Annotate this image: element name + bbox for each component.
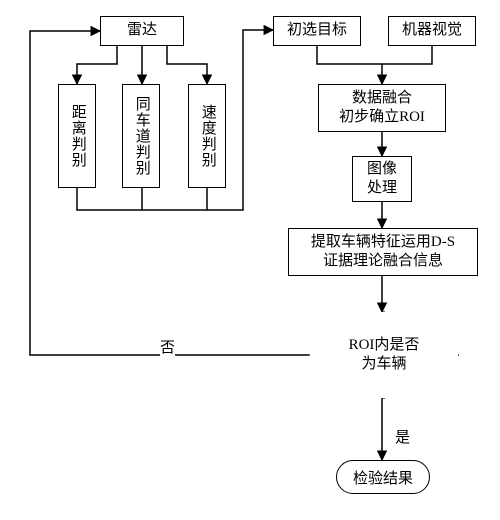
node-primary-label: 初选目标 <box>287 21 347 41</box>
node-imgproc: 图像 处理 <box>352 156 412 202</box>
node-vision: 机器视觉 <box>388 16 476 46</box>
edge <box>142 188 207 210</box>
edge <box>77 46 117 84</box>
node-radar: 雷达 <box>100 16 184 46</box>
node-ds-label: 提取车辆特征运用D-S 证据理论融合信息 <box>311 233 455 272</box>
node-fusion-label: 数据融合 初步确立ROI <box>339 89 425 128</box>
node-lane: 同车道判别 <box>122 84 160 188</box>
node-speed: 速度判别 <box>188 84 226 188</box>
node-primary: 初选目标 <box>273 16 361 46</box>
node-decision: ROI内是否 为车辆 <box>310 312 458 398</box>
edge <box>382 46 432 64</box>
edge <box>317 46 382 64</box>
edge <box>167 46 207 84</box>
edge <box>77 188 142 210</box>
node-fusion: 数据融合 初步确立ROI <box>318 84 446 132</box>
node-dist-label: 距离判别 <box>67 104 87 168</box>
node-decision-label: ROI内是否 为车辆 <box>349 336 420 375</box>
node-result-label: 检验结果 <box>353 467 413 488</box>
node-ds: 提取车辆特征运用D-S 证据理论融合信息 <box>288 228 478 276</box>
node-radar-label: 雷达 <box>127 21 157 41</box>
edge-label-no: 否 <box>160 336 175 357</box>
node-lane-label: 同车道判别 <box>131 96 151 176</box>
edge <box>30 31 309 355</box>
node-vision-label: 机器视觉 <box>402 21 462 41</box>
edge-label-yes: 是 <box>395 426 410 447</box>
node-result: 检验结果 <box>336 460 430 494</box>
node-speed-label: 速度判别 <box>197 104 217 168</box>
node-dist: 距离判别 <box>58 84 96 188</box>
node-imgproc-label: 图像 处理 <box>367 160 397 199</box>
